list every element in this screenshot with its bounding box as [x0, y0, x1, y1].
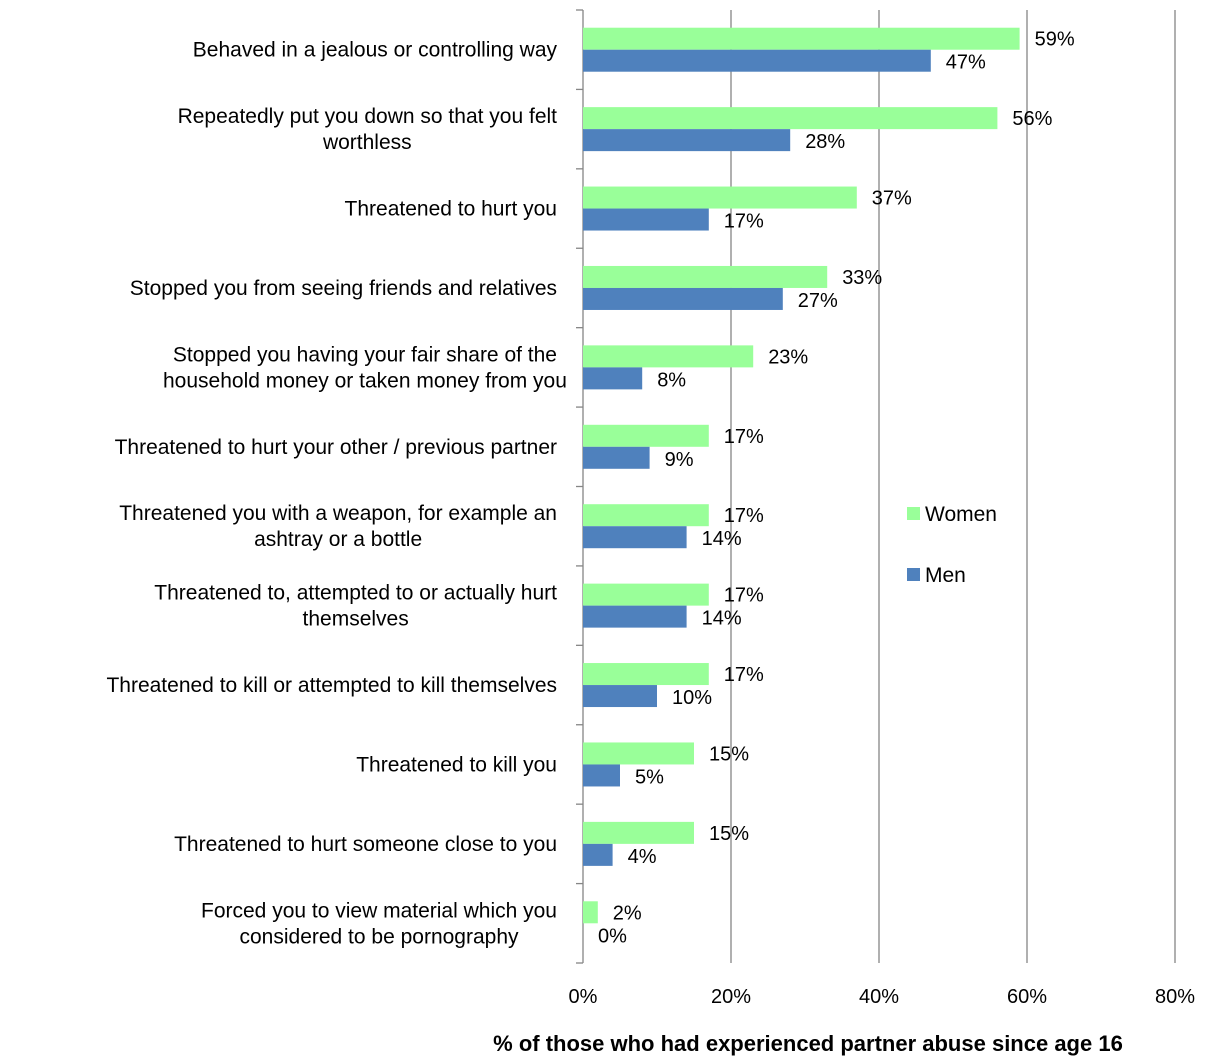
category-label: Threatened you with a weapon, for exampl… — [119, 502, 557, 525]
gridlines — [730, 10, 1176, 963]
bar-men — [583, 843, 613, 866]
category-label: Threatened to, attempted to or actually … — [154, 582, 557, 605]
x-tick-label: 60% — [1007, 986, 1047, 1008]
bar-women — [583, 901, 598, 924]
x-tick-label: 20% — [711, 986, 751, 1008]
bar-men — [583, 49, 931, 72]
category-label: Stopped you having your fair share of th… — [173, 343, 557, 366]
data-label-women: 17% — [724, 585, 764, 607]
bar-women — [583, 663, 709, 686]
data-label-women: 17% — [724, 664, 764, 686]
data-label-women: 59% — [1035, 29, 1075, 51]
data-label-men: 5% — [635, 766, 664, 788]
data-labels: 59%47%56%28%37%17%33%27%23%8%17%9%17%14%… — [598, 29, 1075, 948]
data-label-women: 17% — [724, 505, 764, 527]
bar-women — [583, 345, 754, 368]
bar-women — [583, 27, 1020, 50]
data-label-women: 2% — [613, 902, 642, 924]
category-label: Threatened to kill or attempted to kill … — [106, 674, 557, 697]
x-tick-label: 0% — [569, 986, 598, 1008]
legend-label-men: Men — [925, 564, 966, 587]
bar-women — [583, 424, 709, 447]
category-label: Threatened to hurt your other / previous… — [115, 436, 557, 459]
x-tick-label: 40% — [859, 986, 899, 1008]
data-label-women: 15% — [709, 823, 749, 845]
bar-women — [583, 186, 857, 209]
category-label: Threatened to hurt someone close to you — [174, 833, 557, 856]
category-label: Stopped you from seeing friends and rela… — [130, 277, 557, 300]
legend-swatch-men — [907, 568, 920, 581]
data-label-men: 8% — [657, 369, 686, 391]
x-axis-title: % of those who had experienced partner a… — [493, 1031, 1123, 1056]
bar-women — [583, 583, 709, 606]
bar-men — [583, 129, 791, 152]
data-label-men: 17% — [724, 211, 764, 233]
bar-women — [583, 107, 998, 130]
data-label-men: 47% — [946, 52, 986, 74]
category-label: Forced you to view material which you — [201, 899, 557, 922]
category-label: Threatened to kill you — [356, 753, 557, 776]
bar-men — [583, 526, 687, 549]
data-label-women: 23% — [768, 346, 808, 368]
category-label: household money or taken money from you — [163, 369, 567, 392]
bar-men — [583, 764, 620, 787]
category-label: themselves — [303, 608, 409, 631]
data-label-women: 37% — [872, 188, 912, 210]
legend-label-women: Women — [925, 503, 997, 526]
data-label-women: 33% — [842, 267, 882, 289]
bar-men — [583, 446, 650, 469]
category-label: ashtray or a bottle — [254, 528, 422, 551]
x-tick-labels: 0% 20% 40% 60% 80% — [569, 986, 1196, 1008]
category-label: worthless — [322, 131, 412, 154]
data-label-men: 27% — [798, 290, 838, 312]
category-label: Behaved in a jealous or controlling way — [193, 39, 558, 62]
data-label-women: 15% — [709, 743, 749, 765]
data-label-women: 56% — [1012, 108, 1052, 130]
data-label-men: 28% — [805, 131, 845, 153]
category-label: Threatened to hurt you — [345, 198, 557, 221]
category-axis — [576, 9, 584, 964]
bar-women — [583, 265, 828, 288]
legend: Women Men — [907, 503, 997, 587]
bar-women — [583, 742, 694, 765]
data-label-men: 0% — [598, 925, 627, 947]
x-tick-label: 80% — [1155, 986, 1195, 1008]
data-label-men: 14% — [702, 528, 742, 550]
bar-women — [583, 821, 694, 844]
data-label-men: 14% — [702, 608, 742, 630]
bar-women — [583, 504, 709, 527]
bar-men — [583, 287, 783, 310]
data-label-women: 17% — [724, 426, 764, 448]
bar-men — [583, 208, 709, 231]
bar-men — [583, 605, 687, 628]
bars — [583, 27, 1020, 924]
legend-swatch-women — [907, 507, 920, 520]
category-label: Repeatedly put you down so that you felt — [178, 105, 558, 128]
category-label: considered to be pornography — [239, 925, 519, 948]
bar-men — [583, 367, 643, 390]
data-label-men: 9% — [665, 449, 694, 471]
bar-men — [583, 685, 657, 708]
data-label-men: 4% — [628, 846, 657, 868]
data-label-men: 10% — [672, 687, 712, 709]
category-labels: Behaved in a jealous or controlling way R… — [106, 39, 566, 949]
